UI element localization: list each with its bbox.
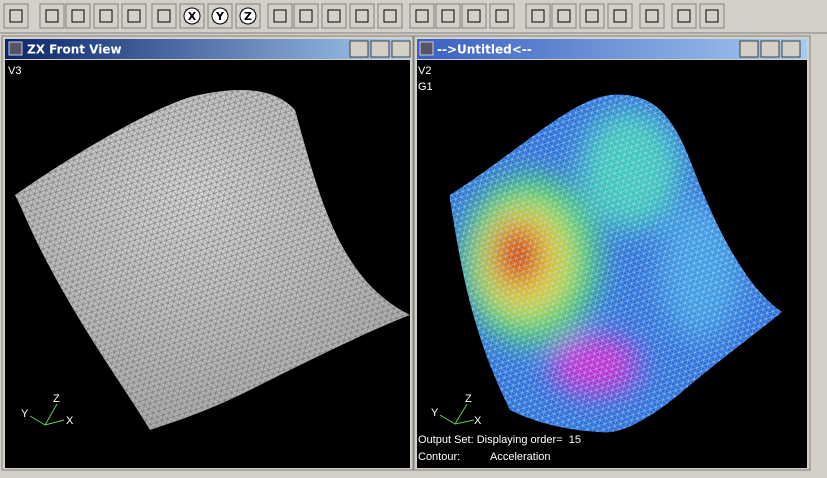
axis-label: X	[474, 415, 482, 427]
toolbar-icon	[557, 9, 571, 23]
close-button[interactable]	[781, 40, 801, 58]
toolbar-button[interactable]	[377, 3, 403, 29]
view-label: V2	[418, 65, 431, 77]
view-label: G1	[418, 81, 433, 93]
toolbar-button[interactable]	[3, 3, 29, 29]
toolbar-icon	[415, 9, 429, 23]
toolbar-icon	[327, 9, 341, 23]
toolbar-label: Z	[244, 10, 252, 23]
minimize-button[interactable]	[739, 40, 759, 58]
toolbar-icon	[531, 9, 545, 23]
view-label: V3	[8, 65, 21, 77]
toolbar-label: Y	[215, 10, 225, 23]
toolbar-icon	[355, 9, 369, 23]
toolbar-icon	[183, 7, 201, 25]
toolbar-button[interactable]	[699, 3, 725, 29]
toolbar-button[interactable]	[293, 3, 319, 29]
toolbar-icon	[645, 9, 659, 23]
status-contour-value: Acceleration	[490, 451, 551, 463]
axis-label: Z	[53, 393, 60, 405]
toolbar-icon	[127, 9, 141, 23]
toolbar-icon	[45, 9, 59, 23]
window-untitled: -->Untitled<-- V2 G1 Z Y X Output Set: D…	[413, 35, 811, 471]
toolbar-button[interactable]	[551, 3, 577, 29]
toolbar-button[interactable]	[65, 3, 91, 29]
toolbar-button[interactable]	[525, 3, 551, 29]
toolbar-icon	[99, 9, 113, 23]
maximize-button[interactable]	[760, 40, 780, 58]
toolbar-button[interactable]	[267, 3, 293, 29]
toolbar-button[interactable]	[607, 3, 633, 29]
window-title: -->Untitled<--	[437, 43, 532, 57]
toolbar-button[interactable]	[461, 3, 487, 29]
axis-label: Y	[431, 407, 439, 419]
toolbar-icon	[157, 9, 171, 23]
toolbar-icon	[239, 7, 257, 25]
toolbar-button[interactable]	[435, 3, 461, 29]
toolbar-icon	[585, 9, 599, 23]
toolbar-icon	[71, 9, 85, 23]
window-title: ZX Front View	[27, 43, 122, 57]
toolbar-button[interactable]	[671, 3, 697, 29]
toolbar-icon	[705, 9, 719, 23]
axis-label: Y	[21, 408, 29, 420]
axis-label: X	[66, 415, 74, 427]
toolbar-icon	[467, 9, 481, 23]
toolbar-icon	[613, 9, 627, 23]
window-zx-front: ZX Front View V3 Z Y X	[1, 35, 414, 471]
toolbar-button[interactable]	[579, 3, 605, 29]
toolbar-button[interactable]	[93, 3, 119, 29]
toolbar-button[interactable]	[349, 3, 375, 29]
toolbar-button[interactable]	[639, 3, 665, 29]
toolbar-icon	[677, 9, 691, 23]
toolbar-icon	[273, 9, 287, 23]
toolbar-button[interactable]	[39, 3, 65, 29]
toolbar-icon	[299, 9, 313, 23]
toolbar-button[interactable]	[489, 3, 515, 29]
minimize-button[interactable]	[349, 40, 369, 58]
toolbar-icon	[9, 9, 23, 23]
toolbar-label: X	[188, 10, 197, 23]
toolbar-button[interactable]	[121, 3, 147, 29]
toolbar-icon	[441, 9, 455, 23]
toolbar-icon	[495, 9, 509, 23]
toolbar-button[interactable]	[151, 3, 177, 29]
toolbar: X Y Z	[3, 3, 725, 29]
toolbar-button[interactable]	[321, 3, 347, 29]
status-contour-label: Contour:	[418, 451, 460, 463]
toolbar-icon	[211, 7, 229, 25]
status-output-set: Output Set: Displaying order= 15	[418, 434, 581, 446]
axis-label: Z	[465, 393, 472, 405]
toolbar-button[interactable]	[409, 3, 435, 29]
close-button[interactable]	[391, 40, 411, 58]
maximize-button[interactable]	[370, 40, 390, 58]
toolbar-icon	[383, 9, 397, 23]
